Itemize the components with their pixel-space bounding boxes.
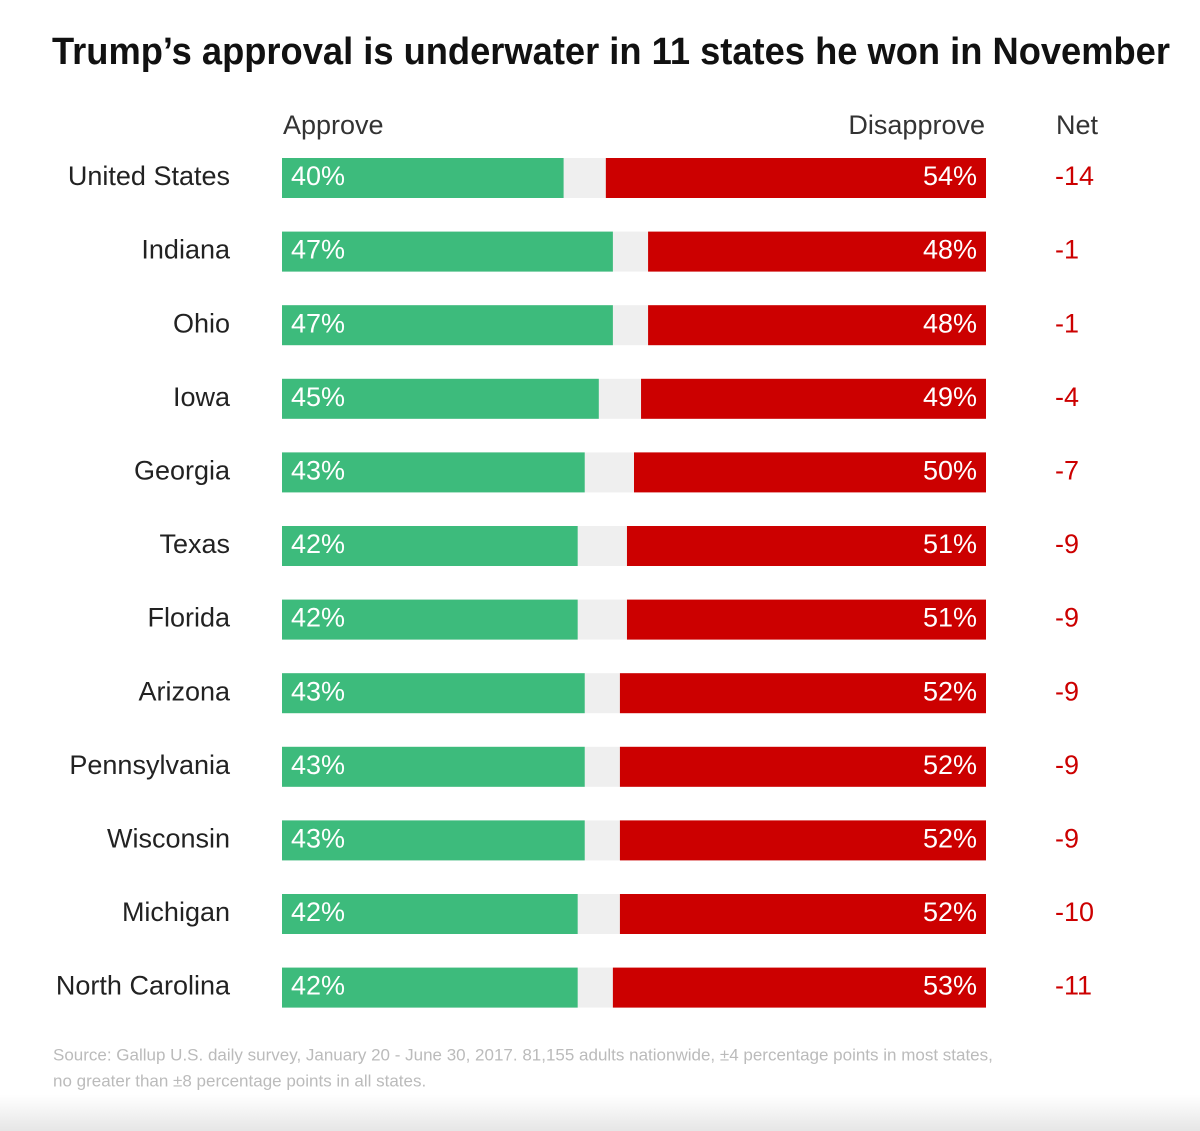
bar-approve — [282, 526, 578, 566]
value-label: 42% — [291, 529, 345, 559]
value-label: 43% — [291, 676, 345, 706]
value-label: 42% — [291, 603, 345, 633]
source: no greater than ±8 percentage points in … — [53, 1071, 426, 1090]
category-label: Texas — [159, 529, 230, 559]
bar-approve — [282, 231, 613, 272]
value-label: 53% — [923, 971, 977, 1001]
bar-disapprove — [626, 526, 986, 566]
category-label: North Carolina — [56, 971, 231, 1001]
bar-disapprove — [648, 231, 986, 272]
bar-approve — [282, 452, 585, 493]
net-value: -10 — [1055, 897, 1094, 927]
bar-approve — [282, 746, 585, 787]
category-label: Wisconsin — [107, 824, 230, 854]
bar-approve — [282, 967, 578, 1008]
net-value: -7 — [1055, 456, 1079, 486]
value-label: 43% — [291, 750, 345, 780]
category-label: Pennsylvania — [69, 750, 231, 780]
bar-disapprove — [619, 673, 986, 714]
net-value: -9 — [1055, 750, 1079, 780]
bar-disapprove — [619, 894, 986, 934]
source: Source: Gallup U.S. daily survey, Januar… — [53, 1045, 993, 1064]
net-value: -4 — [1055, 382, 1079, 412]
bar-approve — [282, 894, 578, 934]
net-value: -1 — [1055, 235, 1079, 265]
bar-approve — [282, 820, 585, 861]
net-value: -11 — [1055, 971, 1092, 1001]
bar-disapprove — [641, 378, 986, 419]
category-label: United States — [68, 161, 230, 191]
net-value: -14 — [1055, 161, 1094, 191]
legend-approve: Approve — [283, 110, 384, 140]
bar-approve — [282, 378, 599, 419]
value-label: 48% — [923, 308, 977, 338]
bar-disapprove — [619, 820, 986, 861]
net-value: -9 — [1055, 529, 1079, 559]
value-label: 45% — [291, 382, 345, 412]
net-value: -9 — [1055, 676, 1079, 706]
category-label: Florida — [147, 603, 231, 633]
value-label: 42% — [291, 971, 345, 1001]
footer-fade — [0, 1095, 1200, 1131]
value-label: 43% — [291, 824, 345, 854]
value-label: 51% — [923, 603, 977, 633]
bar-approve — [282, 158, 564, 198]
legend-disapprove: Disapprove — [848, 110, 985, 140]
value-label: 50% — [923, 456, 977, 486]
value-label: 48% — [923, 235, 977, 265]
bar-approve — [282, 305, 613, 346]
bar-disapprove — [648, 305, 986, 346]
value-label: 43% — [291, 456, 345, 486]
value-label: 47% — [291, 235, 345, 265]
value-label: 52% — [923, 824, 977, 854]
category-label: Arizona — [138, 676, 231, 706]
value-label: 42% — [291, 897, 345, 927]
value-label: 47% — [291, 308, 345, 338]
category-label: Georgia — [134, 456, 231, 486]
value-label: 51% — [923, 529, 977, 559]
category-label: Ohio — [173, 308, 230, 338]
bar-disapprove — [605, 158, 986, 198]
bar-disapprove — [612, 967, 986, 1008]
net-header: Net — [1056, 110, 1099, 140]
category-label: Michigan — [122, 897, 230, 927]
category-label: Indiana — [141, 235, 231, 265]
net-value: -9 — [1055, 824, 1079, 854]
category-label: Iowa — [173, 382, 231, 412]
value-label: 40% — [291, 161, 345, 191]
value-label: 52% — [923, 676, 977, 706]
bar-disapprove — [634, 452, 986, 493]
value-label: 54% — [923, 161, 977, 191]
value-label: 52% — [923, 750, 977, 780]
net-value: -1 — [1055, 308, 1079, 338]
value-label: 52% — [923, 897, 977, 927]
value-label: 49% — [923, 382, 977, 412]
bar-approve — [282, 673, 585, 714]
bar-disapprove — [619, 746, 986, 787]
bar-disapprove — [626, 599, 986, 640]
bar-approve — [282, 599, 578, 640]
chart-title: Trump’s approval is underwater in 11 sta… — [52, 31, 1170, 73]
net-value: -9 — [1055, 603, 1079, 633]
